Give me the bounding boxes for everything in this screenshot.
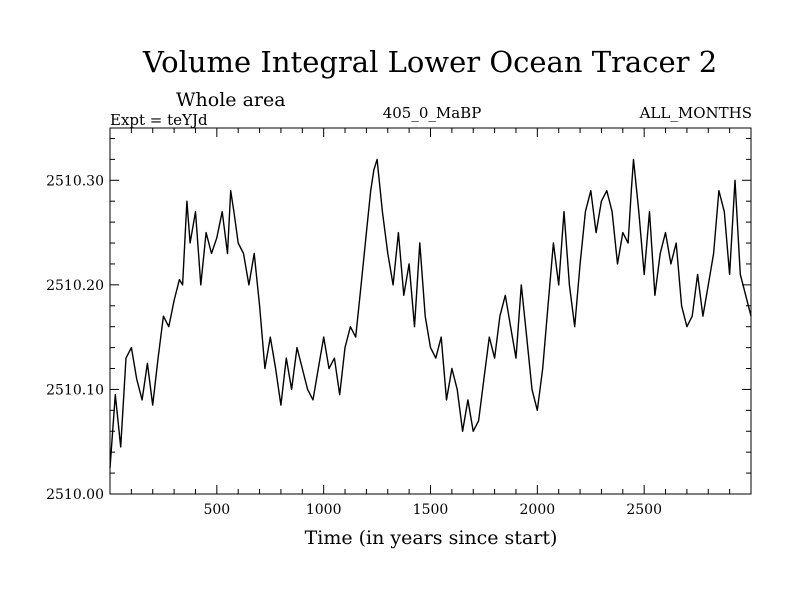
y-tick-label: 2510.30: [46, 173, 104, 189]
axis-tick-labels: 500 1000 1500 2000 2500 2510.00 2510.10 2510.20…: [46, 173, 662, 518]
chart-subtitle: Whole area: [176, 89, 286, 111]
months-label: ALL_MONTHS: [639, 104, 752, 122]
chart-title: Volume Integral Lower Ocean Tracer 2: [142, 45, 717, 79]
y-tick-label: 2510.10: [46, 382, 104, 398]
plot-area: [109, 127, 752, 495]
x-tick-label: 1500: [413, 502, 449, 518]
x-tick-label: 1000: [306, 502, 342, 518]
run-label: 405_0_MaBP: [383, 104, 482, 122]
axis-ticks: [110, 128, 751, 495]
expt-label: Expt = teYJd: [110, 111, 208, 129]
x-tick-label: 500: [203, 502, 230, 518]
y-tick-label: 2510.00: [46, 487, 104, 503]
x-tick-label: 2500: [626, 502, 662, 518]
x-tick-label: 2000: [520, 502, 556, 518]
x-axis-label: Time (in years since start): [305, 527, 558, 549]
y-tick-label: 2510.20: [46, 278, 104, 294]
data-series-line: [109, 158, 752, 468]
